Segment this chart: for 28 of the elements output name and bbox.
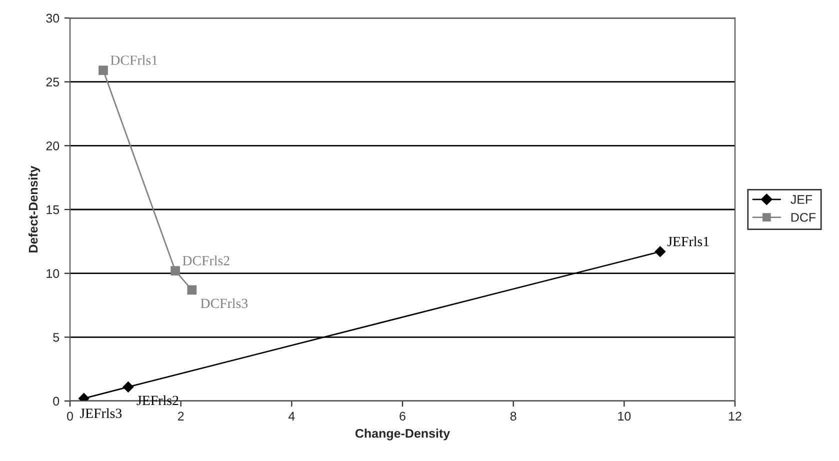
- y-tick-label: 5: [53, 333, 60, 342]
- x-axis-title: Change-Density: [355, 428, 450, 440]
- annotation: JEFrls1: [667, 236, 709, 246]
- point: [98, 66, 108, 76]
- annotation: DCFrls1: [110, 55, 158, 65]
- annotation: JEFrls3: [80, 408, 122, 418]
- y-tick-label: 30: [46, 14, 60, 23]
- y-tick-label: 25: [46, 78, 60, 86]
- annotation: DCFrls2: [182, 256, 230, 266]
- point: [654, 246, 666, 258]
- x-tick-label: 10: [618, 412, 631, 421]
- x-tick-label: 12: [729, 412, 742, 420]
- legend-label: JEF: [790, 195, 812, 204]
- annotation: DCFrls3: [200, 298, 248, 308]
- y-tick-label: 10: [46, 269, 60, 278]
- y-tick-label: 20: [46, 141, 60, 150]
- x-tick-label: 0: [67, 412, 73, 421]
- point: [170, 266, 180, 276]
- x-tick-label: 6: [400, 412, 406, 421]
- legend-label: DCF: [791, 212, 816, 222]
- y-tick-label: 0: [53, 396, 60, 406]
- y-tick-label: 15: [46, 205, 60, 214]
- x-tick-label: 4: [288, 412, 295, 420]
- point: [187, 285, 197, 295]
- x-tick-label: 2: [178, 412, 184, 420]
- x-tick-label: 8: [510, 412, 516, 421]
- y-axis-title: Defect-Density: [28, 166, 40, 252]
- point: [122, 382, 134, 392]
